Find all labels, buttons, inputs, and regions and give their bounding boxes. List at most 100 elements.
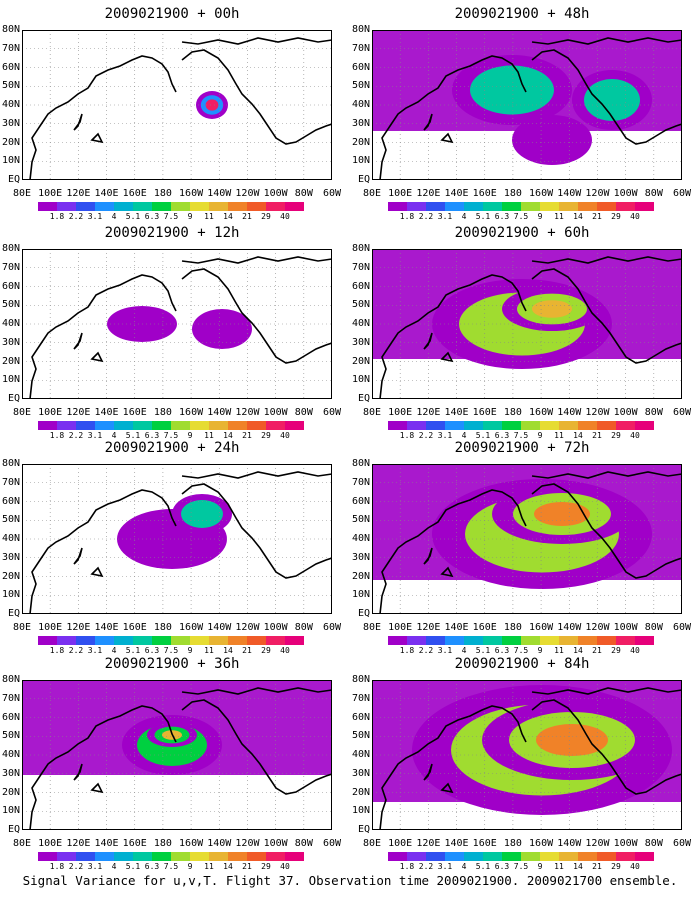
colorbar-swatch: [521, 421, 540, 430]
colorbar-label: 11: [204, 212, 214, 221]
panel-title: 2009021900 + 24h: [104, 440, 240, 456]
colorbar-swatch: [578, 852, 597, 861]
colorbar-label: 4: [461, 212, 467, 221]
colorbar-swatch: [152, 421, 171, 430]
longitude-label: 140W: [207, 838, 232, 849]
map-plot: [372, 680, 682, 830]
latitude-label: 20N: [2, 355, 21, 367]
colorbar-label: 11: [204, 431, 214, 440]
latitude-label: 50N: [2, 80, 21, 92]
colorbar-swatch: [228, 202, 247, 211]
latitude-label: 50N: [352, 514, 371, 526]
longitude-label: 80E: [12, 188, 32, 199]
colorbar-swatch: [285, 852, 304, 861]
colorbar-label: 6.3: [144, 862, 160, 871]
colorbar-label: 11: [204, 646, 214, 655]
colorbar-swatch: [209, 636, 228, 645]
longitude-label: 100W: [263, 838, 288, 849]
longitude-label: 120E: [416, 407, 441, 418]
colorbar-swatch: [445, 852, 464, 861]
colorbar-label: 4: [461, 646, 467, 655]
colorbar-swatch: [190, 852, 209, 861]
colorbar-swatch: [483, 421, 502, 430]
longitude-label: 180: [503, 838, 522, 849]
longitude-label: 120W: [235, 622, 260, 633]
forecast-panel: 2009021900 + 60h 80N 70N 60N 50N 40N 30N 20N 10N…: [352, 225, 692, 440]
colorbar-swatch: [445, 421, 464, 430]
latitude-label: 10N: [352, 374, 371, 386]
longitude-label: 140E: [94, 622, 119, 633]
longitude-label: 80E: [362, 622, 382, 633]
colorbar-label: 40: [280, 646, 290, 655]
latitude-label: 30N: [2, 767, 21, 779]
colorbar-label: 4: [111, 646, 117, 655]
latitude-label: 10N: [352, 589, 371, 601]
colorbar-label: 40: [630, 862, 640, 871]
latitude-label: 50N: [2, 514, 21, 526]
latitude-label: 80N: [2, 24, 21, 35]
colorbar-swatch: [57, 421, 76, 430]
coastline: [379, 37, 682, 180]
colorbar-label: 3.1: [437, 212, 453, 221]
latitude-label: 10N: [2, 374, 21, 386]
colorbar-swatch: [190, 421, 209, 430]
colorbar-swatch: [171, 636, 190, 645]
longitude-label: 140E: [94, 188, 119, 199]
colorbar-swatch: [171, 202, 190, 211]
forecast-panel: 2009021900 + 72h 80N 70N 60N 50N 40N 30N 20N 10N…: [352, 440, 692, 655]
colorbar-swatch: [228, 636, 247, 645]
forecast-panel: 2009021900 + 12h 80N 70N 60N 50N 40N 30N 20N 10N…: [2, 225, 342, 440]
colorbar-label: 7.5: [513, 431, 529, 440]
colorbar-label: 11: [554, 431, 564, 440]
longitude-label: 60W: [322, 622, 342, 633]
colorbar-swatch: [445, 202, 464, 211]
colorbar-label: 3.1: [87, 212, 103, 221]
panel-title: 2009021900 + 84h: [454, 656, 590, 672]
variance-contour: [205, 99, 219, 111]
colorbar-swatch: [464, 421, 483, 430]
colorbar-label: 21: [242, 212, 252, 221]
latitude-label: 20N: [2, 570, 21, 582]
longitude-label: 100W: [263, 622, 288, 633]
longitude-label: 140W: [557, 622, 582, 633]
coastline: [29, 687, 332, 830]
longitude-label: 160W: [179, 622, 204, 633]
colorbar-swatch: [38, 852, 57, 861]
colorbar-label: 29: [261, 212, 271, 221]
colorbar-swatch: [597, 202, 616, 211]
longitude-label: 60W: [322, 188, 342, 199]
colorbar-label: 14: [223, 212, 233, 221]
longitude-label: 120E: [66, 407, 91, 418]
latitude-label: EQ: [7, 393, 20, 404]
colorbar-label: 4: [111, 212, 117, 221]
longitude-label: 180: [503, 188, 522, 199]
latitude-label: 60N: [2, 711, 21, 723]
colorbar-swatch: [616, 636, 635, 645]
map-plot: [22, 30, 332, 180]
longitude-label: 80E: [362, 188, 382, 199]
longitude-label: 100W: [613, 407, 638, 418]
latitude-label: 50N: [352, 299, 371, 311]
colorbar-label: 1.8: [49, 212, 65, 221]
longitude-label: 160W: [529, 622, 554, 633]
longitude-label: 180: [153, 188, 172, 199]
colorbar-swatch: [521, 636, 540, 645]
longitude-label: 160E: [472, 188, 497, 199]
colorbar-swatch: [266, 852, 285, 861]
colorbar-label: 1.8: [399, 212, 415, 221]
latitude-label: 10N: [2, 155, 21, 167]
coastline: [29, 471, 332, 614]
colorbar-label: 14: [573, 212, 583, 221]
variance-contour: [192, 309, 252, 349]
colorbar-swatch: [190, 202, 209, 211]
latitude-label: 80N: [2, 674, 21, 685]
latitude-label: 30N: [2, 336, 21, 348]
longitude-label: 80W: [644, 838, 663, 849]
colorbar-swatch: [388, 636, 407, 645]
colorbar-swatch: [76, 636, 95, 645]
colorbar-label: 4: [111, 431, 117, 440]
colorbar-label: 6.3: [494, 212, 510, 221]
colorbar-swatch: [426, 202, 445, 211]
map-frame: [22, 249, 332, 399]
longitude-label: 180: [503, 407, 522, 418]
